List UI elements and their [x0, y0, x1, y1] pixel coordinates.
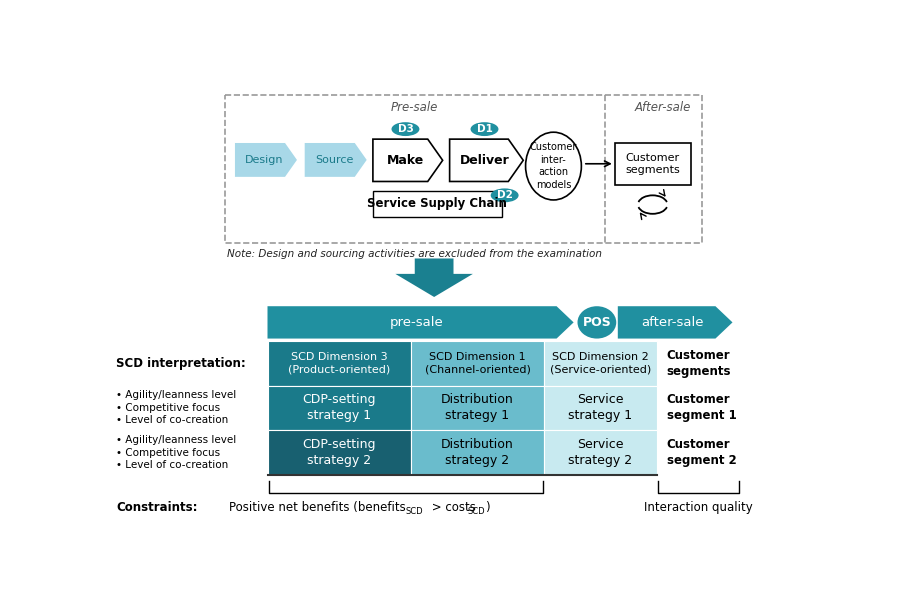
Polygon shape — [617, 306, 733, 338]
Text: Service
strategy 2: Service strategy 2 — [568, 438, 633, 467]
Text: Distribution
strategy 1: Distribution strategy 1 — [441, 394, 514, 422]
Text: Note: Design and sourcing activities are excluded from the examination: Note: Design and sourcing activities are… — [227, 249, 602, 259]
Text: POS: POS — [582, 316, 611, 329]
Bar — [267, 430, 411, 475]
Text: Customer
segment 1: Customer segment 1 — [667, 394, 736, 422]
Polygon shape — [267, 306, 573, 338]
Text: SCD interpretation:: SCD interpretation: — [116, 357, 246, 370]
Ellipse shape — [578, 306, 617, 338]
Bar — [411, 430, 544, 475]
Text: SCD: SCD — [468, 507, 485, 516]
Text: Service Supply Chain: Service Supply Chain — [367, 197, 508, 211]
Text: > costs: > costs — [428, 500, 475, 514]
Text: Deliver: Deliver — [460, 154, 509, 167]
Text: Customer
segment 2: Customer segment 2 — [667, 438, 736, 467]
Text: pre-sale: pre-sale — [391, 316, 444, 329]
Text: Customer
inter-
action
models: Customer inter- action models — [530, 142, 577, 190]
Text: Customer
segments: Customer segments — [626, 152, 680, 175]
Bar — [544, 430, 656, 475]
Text: Design: Design — [245, 155, 284, 165]
Text: Service
strategy 1: Service strategy 1 — [568, 394, 633, 422]
Polygon shape — [235, 143, 297, 177]
Bar — [411, 386, 544, 430]
Text: D3: D3 — [398, 124, 413, 134]
Bar — [225, 95, 701, 243]
Polygon shape — [373, 139, 443, 182]
Text: SCD: SCD — [406, 507, 424, 516]
Text: SCD Dimension 3
(Product-oriented): SCD Dimension 3 (Product-oriented) — [288, 352, 391, 375]
Polygon shape — [450, 139, 523, 182]
Text: Pre-sale: Pre-sale — [392, 101, 438, 114]
Text: D1: D1 — [477, 124, 492, 134]
Ellipse shape — [491, 188, 518, 202]
Text: Interaction quality: Interaction quality — [644, 500, 752, 514]
Text: CDP-setting
strategy 2: CDP-setting strategy 2 — [302, 438, 376, 467]
Text: Make: Make — [387, 154, 424, 167]
Text: ): ) — [485, 500, 490, 514]
Text: Positive net benefits (benefits: Positive net benefits (benefits — [230, 500, 406, 514]
Bar — [544, 341, 656, 386]
Text: Distribution
strategy 2: Distribution strategy 2 — [441, 438, 514, 467]
Text: Constraints:: Constraints: — [116, 500, 198, 514]
Bar — [267, 386, 411, 430]
Polygon shape — [395, 258, 473, 297]
Text: SCD Dimension 1
(Channel-oriented): SCD Dimension 1 (Channel-oriented) — [425, 352, 530, 375]
Bar — [267, 341, 411, 386]
Ellipse shape — [471, 122, 499, 136]
Bar — [411, 341, 544, 386]
Text: After-sale: After-sale — [634, 101, 691, 114]
Ellipse shape — [392, 122, 419, 136]
Polygon shape — [305, 143, 366, 177]
Text: • Agility/leanness level
• Competitive focus
• Level of co-creation: • Agility/leanness level • Competitive f… — [116, 391, 237, 426]
Text: CDP-setting
strategy 1: CDP-setting strategy 1 — [302, 394, 376, 422]
Text: Customer
segments: Customer segments — [667, 349, 731, 378]
Bar — [373, 191, 501, 217]
Text: SCD Dimension 2
(Service-oriented): SCD Dimension 2 (Service-oriented) — [550, 352, 651, 375]
Text: D2: D2 — [497, 190, 513, 200]
Bar — [615, 143, 690, 185]
Text: after-sale: after-sale — [641, 316, 703, 329]
Ellipse shape — [526, 132, 581, 200]
Text: Source: Source — [315, 155, 354, 165]
Text: • Agility/leanness level
• Competitive focus
• Level of co-creation: • Agility/leanness level • Competitive f… — [116, 435, 237, 470]
Bar — [544, 386, 656, 430]
